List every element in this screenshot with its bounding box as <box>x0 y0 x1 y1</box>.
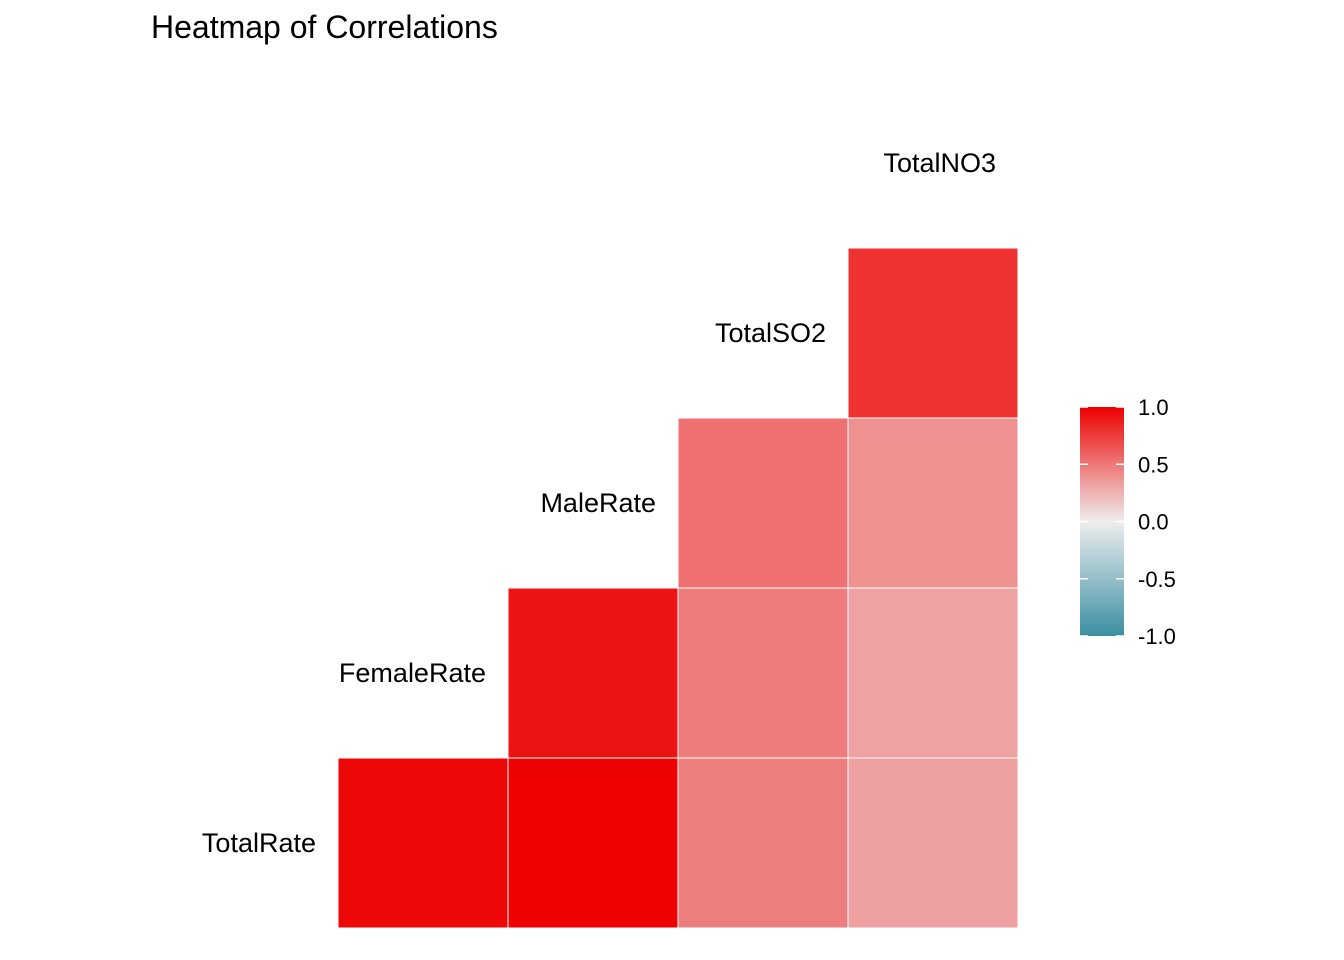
heatmap-cell-totalrate-totalrate <box>337 757 509 929</box>
heatmap-cells <box>337 247 1019 929</box>
chart-title: Heatmap of Correlations <box>151 9 498 45</box>
heatmap-cell-totalrate-femalerate <box>507 757 679 929</box>
legend-tick-label: -1.0 <box>1138 624 1176 649</box>
variable-labels: TotalRate FemaleRate MaleRate TotalSO2 Total… <box>202 148 996 858</box>
heatmap-cell-totalrate-totalso2 <box>847 757 1019 929</box>
variable-label-totalso2: TotalSO2 <box>715 318 826 348</box>
heatmap-cell-femalerate-totalso2 <box>847 587 1019 759</box>
variable-label-femalerate: FemaleRate <box>339 658 486 688</box>
legend-tick-label: -0.5 <box>1138 567 1176 592</box>
heatmap-cell-totalrate-malerate <box>677 757 849 929</box>
heatmap-cell-femalerate-malerate <box>677 587 849 759</box>
legend-tick-label: 0.0 <box>1138 510 1169 535</box>
heatmap-cell-totalso2-totalso2 <box>847 247 1019 419</box>
legend-tick-label: 1.0 <box>1138 395 1169 420</box>
heatmap-cell-femalerate-femalerate <box>507 587 679 759</box>
variable-label-totalno3: TotalNO3 <box>883 148 996 178</box>
legend-tick-label: 0.5 <box>1138 452 1169 477</box>
color-legend: 1.0 0.5 0.0 -0.5 -1.0 <box>1080 395 1176 649</box>
variable-label-malerate: MaleRate <box>540 488 656 518</box>
heatmap-cell-malerate-malerate <box>677 417 849 589</box>
variable-label-totalrate: TotalRate <box>202 828 316 858</box>
heatmap-cell-malerate-totalso2 <box>847 417 1019 589</box>
